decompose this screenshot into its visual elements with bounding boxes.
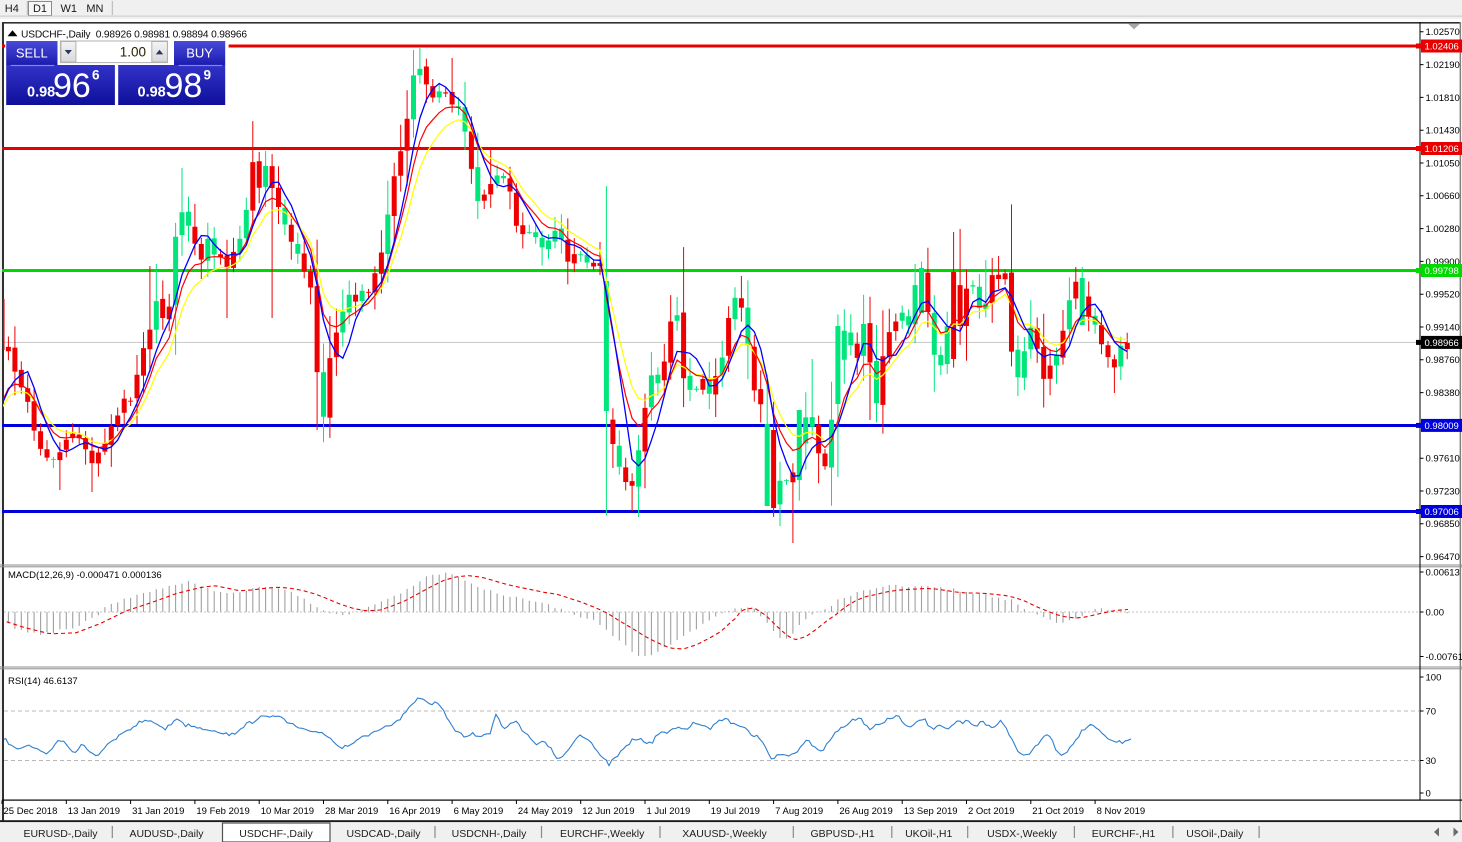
svg-text:EURUSD-,Daily: EURUSD-,Daily <box>23 828 98 840</box>
svg-text:EURCHF-,H1: EURCHF-,H1 <box>1092 828 1156 840</box>
svg-text:31 Jan 2019: 31 Jan 2019 <box>132 806 184 817</box>
svg-text:1.01810: 1.01810 <box>1426 93 1460 104</box>
svg-text:6: 6 <box>92 68 100 83</box>
svg-text:0.98: 0.98 <box>138 85 166 101</box>
svg-text:100: 100 <box>1426 672 1442 683</box>
svg-text:0.00613: 0.00613 <box>1426 567 1460 578</box>
svg-text:UKOil-,H1: UKOil-,H1 <box>905 828 952 840</box>
svg-text:AUDUSD-,Daily: AUDUSD-,Daily <box>129 828 204 840</box>
svg-text:GBPUSD-,H1: GBPUSD-,H1 <box>811 828 875 840</box>
svg-text:USDCNH-,Daily: USDCNH-,Daily <box>452 828 527 840</box>
svg-text:1.01206: 1.01206 <box>1425 144 1459 155</box>
svg-text:1 Jul 2019: 1 Jul 2019 <box>647 806 691 817</box>
svg-text:USOil-,Daily: USOil-,Daily <box>1186 828 1244 840</box>
svg-text:EURCHF-,Weekly: EURCHF-,Weekly <box>560 828 645 840</box>
svg-text:9: 9 <box>204 68 212 83</box>
svg-text:0.99140: 0.99140 <box>1426 322 1460 333</box>
svg-text:0.97006: 0.97006 <box>1425 507 1459 518</box>
svg-text:0.98966: 0.98966 <box>1425 338 1459 349</box>
svg-text:8 Nov 2019: 8 Nov 2019 <box>1097 806 1146 817</box>
svg-text:2 Oct 2019: 2 Oct 2019 <box>968 806 1014 817</box>
svg-text:30: 30 <box>1426 756 1437 767</box>
svg-text:MACD(12,26,9) -0.000471 0.0001: MACD(12,26,9) -0.000471 0.000136 <box>8 570 162 581</box>
svg-text:0.98: 0.98 <box>27 85 55 101</box>
svg-text:19 Jul 2019: 19 Jul 2019 <box>711 806 760 817</box>
svg-text:MN: MN <box>86 3 103 15</box>
svg-text:0: 0 <box>1426 788 1431 799</box>
svg-text:70: 70 <box>1426 706 1437 717</box>
svg-text:0.96850: 0.96850 <box>1426 519 1460 530</box>
svg-text:13 Sep 2019: 13 Sep 2019 <box>904 806 958 817</box>
svg-text:0.96470: 0.96470 <box>1426 552 1460 563</box>
svg-text:0.98380: 0.98380 <box>1426 388 1460 399</box>
svg-text:-0.007612: -0.007612 <box>1426 652 1462 663</box>
svg-text:16 Apr 2019: 16 Apr 2019 <box>389 806 440 817</box>
svg-text:19 Feb 2019: 19 Feb 2019 <box>196 806 249 817</box>
svg-text:28 Mar 2019: 28 Mar 2019 <box>325 806 378 817</box>
svg-text:0.99798: 0.99798 <box>1425 266 1459 277</box>
svg-text:1.01050: 1.01050 <box>1426 158 1460 169</box>
svg-text:12 Jun 2019: 12 Jun 2019 <box>582 806 634 817</box>
svg-text:0.97610: 0.97610 <box>1426 454 1460 465</box>
svg-text:1.01430: 1.01430 <box>1426 126 1460 137</box>
svg-text:0.99520: 0.99520 <box>1426 290 1460 301</box>
svg-text:0.98009: 0.98009 <box>1425 421 1459 432</box>
svg-text:10 Mar 2019: 10 Mar 2019 <box>261 806 314 817</box>
svg-text:BUY: BUY <box>186 46 213 61</box>
svg-text:13 Jan 2019: 13 Jan 2019 <box>68 806 120 817</box>
svg-text:USDCHF-,Daily: USDCHF-,Daily <box>239 828 313 840</box>
svg-text:7 Aug 2019: 7 Aug 2019 <box>775 806 823 817</box>
svg-text:6 May 2019: 6 May 2019 <box>454 806 504 817</box>
svg-text:RSI(14) 46.6137: RSI(14) 46.6137 <box>8 676 78 687</box>
svg-text:W1: W1 <box>60 3 77 15</box>
svg-text:98: 98 <box>165 67 203 105</box>
svg-text:1.02570: 1.02570 <box>1426 27 1460 38</box>
svg-text:USDCHF-,Daily 0.98926 0.98981: USDCHF-,Daily 0.98926 0.98981 0.98894 0.… <box>21 30 247 41</box>
svg-text:26 Aug 2019: 26 Aug 2019 <box>839 806 892 817</box>
svg-text:0.99900: 0.99900 <box>1426 257 1460 268</box>
svg-text:1.00280: 1.00280 <box>1426 224 1460 235</box>
svg-text:21 Oct 2019: 21 Oct 2019 <box>1032 806 1084 817</box>
svg-text:0.97230: 0.97230 <box>1426 486 1460 497</box>
svg-text:0.98760: 0.98760 <box>1426 355 1460 366</box>
svg-text:D1: D1 <box>33 3 47 15</box>
svg-text:1.00660: 1.00660 <box>1426 191 1460 202</box>
svg-text:25 Dec 2018: 25 Dec 2018 <box>4 806 58 817</box>
svg-text:0.00: 0.00 <box>1426 607 1445 618</box>
svg-text:XAUUSD-,Weekly: XAUUSD-,Weekly <box>682 828 767 840</box>
svg-text:1.00: 1.00 <box>120 45 146 60</box>
svg-text:H4: H4 <box>5 3 19 15</box>
svg-text:96: 96 <box>53 67 91 105</box>
svg-text:SELL: SELL <box>16 46 48 61</box>
svg-text:1.02190: 1.02190 <box>1426 60 1460 71</box>
svg-text:1.02406: 1.02406 <box>1425 42 1459 53</box>
svg-text:USDX-,Weekly: USDX-,Weekly <box>987 828 1058 840</box>
svg-text:24 May 2019: 24 May 2019 <box>518 806 573 817</box>
svg-text:USDCAD-,Daily: USDCAD-,Daily <box>346 828 421 840</box>
